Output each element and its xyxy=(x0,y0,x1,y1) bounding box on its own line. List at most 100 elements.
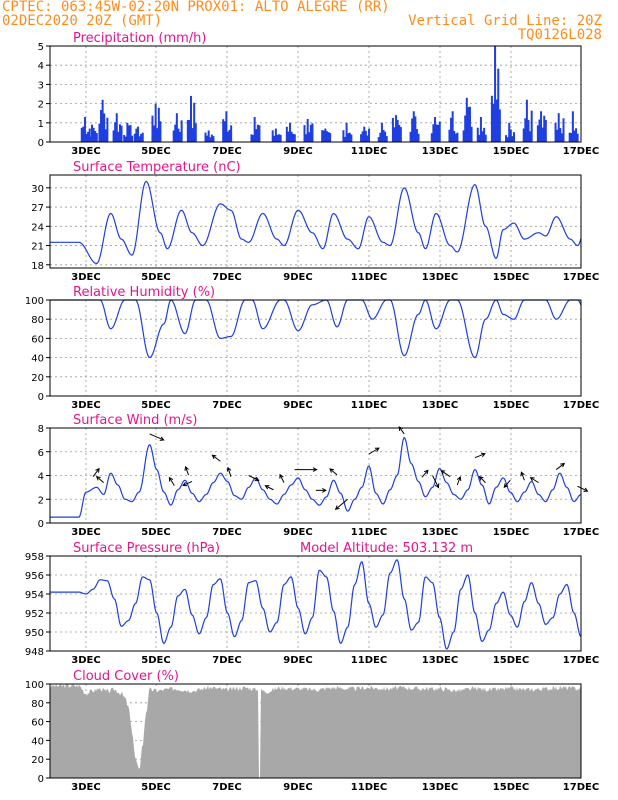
precip-bar-25-4 xyxy=(497,68,500,142)
x-tick-label-3-4: 11DEC xyxy=(351,527,387,538)
precip-bar-19-5 xyxy=(399,127,402,142)
precip-bar-4-3 xyxy=(127,125,130,142)
precip-bar-25-0 xyxy=(490,95,493,142)
precip-bar-22-2 xyxy=(451,111,454,142)
precip-bar-28-0 xyxy=(536,125,539,142)
precip-bar-21-2 xyxy=(433,117,436,142)
precip-bar-6-1 xyxy=(153,125,156,142)
header-model-code: TQ0126L028 xyxy=(517,27,602,43)
precip-bar-15-0 xyxy=(321,130,324,142)
precip-bar-30-3 xyxy=(573,130,576,142)
precip-bar-17-1 xyxy=(361,131,364,142)
y-tick-label-2-1: 20 xyxy=(31,373,44,384)
x-tick-label-4-2: 7DEC xyxy=(212,655,241,666)
precip-bar-27-5 xyxy=(530,110,533,142)
x-tick-label-1-6: 15DEC xyxy=(493,272,529,283)
precip-bar-14-5 xyxy=(311,123,314,142)
wind-arrow-24 xyxy=(520,472,525,481)
x-tick-label-3-5: 13DEC xyxy=(422,527,458,538)
precip-bar-29-1 xyxy=(556,129,559,142)
precip-bar-24-2 xyxy=(479,117,482,142)
precip-bar-25-1 xyxy=(492,103,495,142)
wind-arrow-4 xyxy=(185,466,190,476)
wind-arrowhead-0 xyxy=(95,467,100,473)
wind-arrowhead-21 xyxy=(480,452,486,458)
precip-bar-7-5 xyxy=(180,120,183,142)
y-tick-label-2-2: 40 xyxy=(31,354,44,365)
x-tick-label-1-5: 13DEC xyxy=(422,272,458,283)
wind-arrow-2 xyxy=(149,433,164,441)
wind-arrowhead-13 xyxy=(329,468,335,473)
precip-bar-24-0 xyxy=(476,127,479,142)
y-tick-label-2-4: 80 xyxy=(31,315,44,326)
wind-arrow-25 xyxy=(530,477,539,484)
precip-bar-5-1 xyxy=(135,128,138,142)
precip-bar-6-0 xyxy=(151,115,154,142)
precip-bar-26-1 xyxy=(506,137,509,142)
panel-title-4: Surface Pressure (hPa) xyxy=(73,541,220,556)
x-tick-label-4-7: 17DEC xyxy=(563,655,599,666)
x-tick-label-1-4: 11DEC xyxy=(351,272,387,283)
x-tick-label-2-3: 9DEC xyxy=(283,400,312,411)
wind-arrowhead-11 xyxy=(312,467,318,472)
wind-arrow-20 xyxy=(456,476,461,486)
precip-bar-8-4 xyxy=(193,102,196,142)
x-tick-label-2-1: 5DEC xyxy=(141,400,170,411)
precip-bar-22-4 xyxy=(454,133,457,142)
precip-bar-23-1 xyxy=(464,115,467,142)
precip-bar-30-4 xyxy=(575,128,578,142)
precip-bar-4-5 xyxy=(131,135,134,142)
wind-arrow-9 xyxy=(265,485,274,491)
y-tick-label-5-0: 0 xyxy=(38,774,44,785)
wind-arrowhead-9 xyxy=(264,485,270,490)
precip-bar-24-4 xyxy=(483,127,486,142)
x-tick-label-2-7: 17DEC xyxy=(563,400,599,411)
precip-bar-21-0 xyxy=(430,133,433,142)
wind-arrowhead-12 xyxy=(322,487,327,493)
y-tick-label-0-4: 4 xyxy=(38,61,44,72)
precip-bar-12-5 xyxy=(279,134,282,142)
y-tick-label-2-3: 60 xyxy=(31,334,44,345)
precip-bar-18-5 xyxy=(385,136,388,142)
y-tick-label-0-5: 5 xyxy=(38,42,44,53)
y-tick-label-2-0: 0 xyxy=(38,392,44,403)
precip-bar-15-1 xyxy=(322,130,325,142)
wind-arrow-0 xyxy=(92,468,100,477)
precip-bar-20-4 xyxy=(415,129,418,142)
pressure-line xyxy=(50,558,582,650)
precip-bar-19-1 xyxy=(393,127,396,142)
wind-arrow-3 xyxy=(168,477,175,486)
x-tick-label-3-6: 15DEC xyxy=(493,527,529,538)
x-tick-label-3-3: 9DEC xyxy=(283,527,312,538)
wind-arrow-17 xyxy=(421,469,429,478)
precip-bar-23-3 xyxy=(467,107,470,142)
y-tick-label-4-2: 952 xyxy=(25,609,44,620)
precip-bar-12-3 xyxy=(276,134,279,142)
precip-bar-22-0 xyxy=(448,129,451,142)
x-tick-label-2-0: 3DEC xyxy=(71,400,100,411)
precip-bar-18-2 xyxy=(380,122,383,142)
precip-bar-27-1 xyxy=(524,118,527,142)
precip-bar-17-0 xyxy=(360,134,363,142)
precip-bar-3-5 xyxy=(120,125,123,142)
precip-bar-22-5 xyxy=(456,132,459,142)
y-tick-label-3-2: 4 xyxy=(38,472,44,483)
y-tick-label-1-2: 24 xyxy=(31,222,44,233)
precip-bar-19-2 xyxy=(395,115,398,142)
precip-bar-5-3 xyxy=(138,136,141,142)
precip-bar-21-5 xyxy=(438,121,441,142)
wind-arrow-13 xyxy=(329,468,338,476)
precip-bar-3-2 xyxy=(115,113,118,142)
precip-bar-28-5 xyxy=(544,120,547,142)
precip-bar-7-4 xyxy=(179,131,182,142)
precip-bar-9-2 xyxy=(207,130,210,142)
temperature-line xyxy=(50,180,582,264)
wind-arrow-26 xyxy=(555,463,565,470)
precip-bar-17-4 xyxy=(366,135,369,142)
x-tick-label-3-2: 7DEC xyxy=(212,527,241,538)
precip-bar-11-2 xyxy=(253,117,256,142)
y-tick-label-5-5: 100 xyxy=(25,680,44,691)
x-tick-label-2-6: 15DEC xyxy=(493,400,529,411)
panel-title-3: Surface Wind (m/s) xyxy=(73,413,197,428)
x-tick-label-1-7: 17DEC xyxy=(563,272,599,283)
